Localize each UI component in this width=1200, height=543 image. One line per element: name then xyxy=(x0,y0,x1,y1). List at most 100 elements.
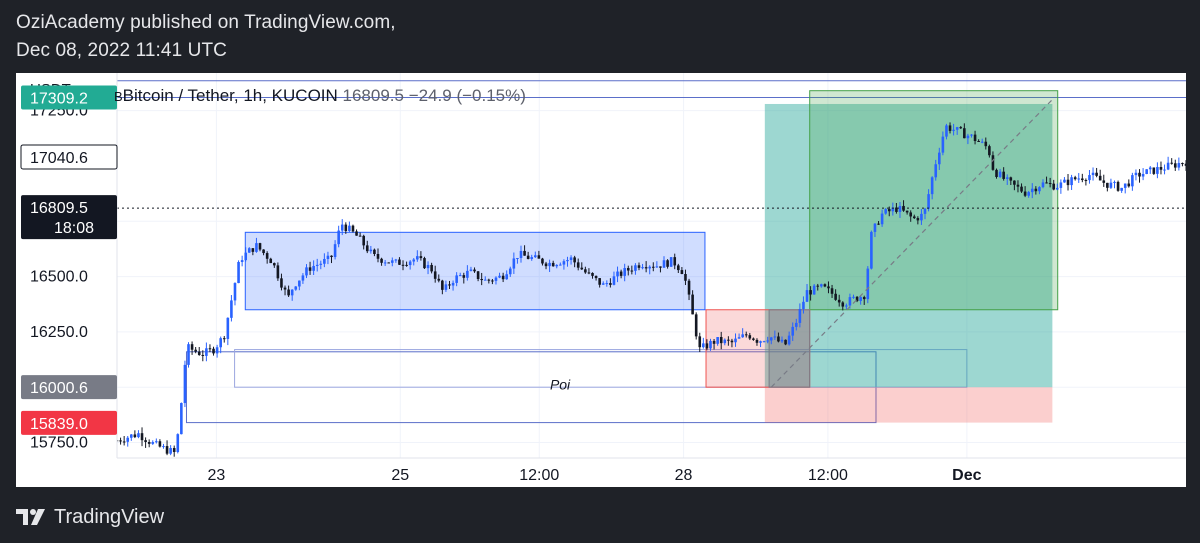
annotation-poi: Poi xyxy=(550,376,571,392)
candle-body xyxy=(219,338,222,348)
candle-body xyxy=(390,260,394,263)
candle-body xyxy=(283,287,287,290)
candle-body xyxy=(534,255,537,258)
candle-body xyxy=(1073,177,1077,180)
candle-body xyxy=(802,301,805,310)
candle-body xyxy=(963,128,966,139)
candle-body xyxy=(1156,167,1159,174)
footer-brand: TradingView xyxy=(54,505,165,528)
candle-body xyxy=(587,272,591,274)
candle-body xyxy=(1063,179,1066,183)
candle-body xyxy=(240,260,244,263)
candle-body xyxy=(891,207,895,212)
candle-body xyxy=(548,262,551,267)
candle-body xyxy=(855,296,859,301)
candle-body xyxy=(383,262,387,264)
candle-body xyxy=(348,225,351,232)
candle-body xyxy=(344,224,348,232)
candle-body xyxy=(759,341,762,343)
chart-panel[interactable]: Poi USDT17250.016750.016500.016250.01600… xyxy=(16,73,1186,487)
x-tick-label: 23 xyxy=(208,467,226,484)
candle-body xyxy=(934,164,938,178)
candle-body xyxy=(784,339,787,345)
candle-body xyxy=(1181,163,1184,165)
candle-body xyxy=(369,249,373,252)
candle-body xyxy=(294,286,298,290)
candle-body xyxy=(1177,163,1181,168)
candle-body xyxy=(1145,169,1148,174)
candle-body xyxy=(698,336,702,348)
candle-body xyxy=(1116,181,1120,191)
candle-body xyxy=(1113,181,1116,183)
price-badge xyxy=(21,375,117,400)
candle-body xyxy=(387,262,391,264)
candle-body xyxy=(333,244,337,258)
x-tick-label: 12:00 xyxy=(808,467,848,484)
candle-body xyxy=(930,177,934,195)
candle-body xyxy=(870,231,873,269)
candle-body xyxy=(841,302,845,307)
candle-body xyxy=(744,334,748,336)
candle-body xyxy=(180,403,183,435)
x-tick-label: 25 xyxy=(391,467,409,484)
candle-body xyxy=(598,278,601,285)
candle-body xyxy=(809,290,812,295)
candle-body xyxy=(140,433,144,441)
candle-body xyxy=(748,335,752,339)
candle-body xyxy=(1023,191,1027,196)
candle-body xyxy=(233,283,237,301)
candle-body xyxy=(623,268,626,276)
candle-body xyxy=(741,334,744,338)
candle-body xyxy=(247,248,251,253)
candle-body xyxy=(480,279,483,281)
poi-box-inner xyxy=(234,349,968,388)
candle-body xyxy=(251,248,255,252)
candle-body xyxy=(716,337,719,344)
price-badge xyxy=(20,144,118,170)
candle-body xyxy=(1106,182,1109,188)
candle-body xyxy=(273,263,276,266)
candle-body xyxy=(1152,167,1156,174)
candle-body xyxy=(945,125,948,137)
candle-body xyxy=(516,257,519,259)
candle-body xyxy=(709,340,712,349)
candle-body xyxy=(1102,180,1106,183)
candle-body xyxy=(262,249,265,254)
candle-body xyxy=(1127,183,1131,187)
candle-body xyxy=(1052,183,1056,190)
candle-body xyxy=(787,335,791,345)
candle-body xyxy=(780,339,784,342)
candle-body xyxy=(205,348,208,356)
candle-body xyxy=(487,279,491,281)
candle-body xyxy=(147,442,151,444)
candle-body xyxy=(326,255,330,259)
price-badge-countdown: 18:08 xyxy=(54,220,94,237)
candle-body xyxy=(530,257,534,259)
candle-body xyxy=(430,264,433,272)
candle-body xyxy=(526,255,530,259)
candle-body xyxy=(880,213,884,225)
candle-body xyxy=(151,442,155,444)
candle-body xyxy=(365,245,369,252)
candle-body xyxy=(766,340,769,342)
candle-body xyxy=(544,263,548,267)
symbol-legend: BBitcoin / Tether, 1h, KUCOIN 16809.5 −2… xyxy=(114,86,526,105)
candle-body xyxy=(169,448,172,454)
candle-body xyxy=(887,209,891,212)
candle-body xyxy=(237,262,240,284)
candle-body xyxy=(669,257,673,267)
candle-body xyxy=(1027,192,1030,196)
candle-body xyxy=(362,235,365,246)
candle-body xyxy=(290,289,294,296)
candle-body xyxy=(998,171,1002,177)
candle-body xyxy=(727,339,730,341)
candle-body xyxy=(616,271,619,277)
candle-body xyxy=(734,338,737,343)
candle-body xyxy=(458,275,462,277)
candle-body xyxy=(977,141,980,143)
price-chart[interactable]: Poi USDT17250.016750.016500.016250.01600… xyxy=(16,73,1186,487)
candle-body xyxy=(691,294,694,315)
candle-body xyxy=(980,141,984,143)
candle-body xyxy=(609,283,612,285)
candle-body xyxy=(619,271,623,276)
